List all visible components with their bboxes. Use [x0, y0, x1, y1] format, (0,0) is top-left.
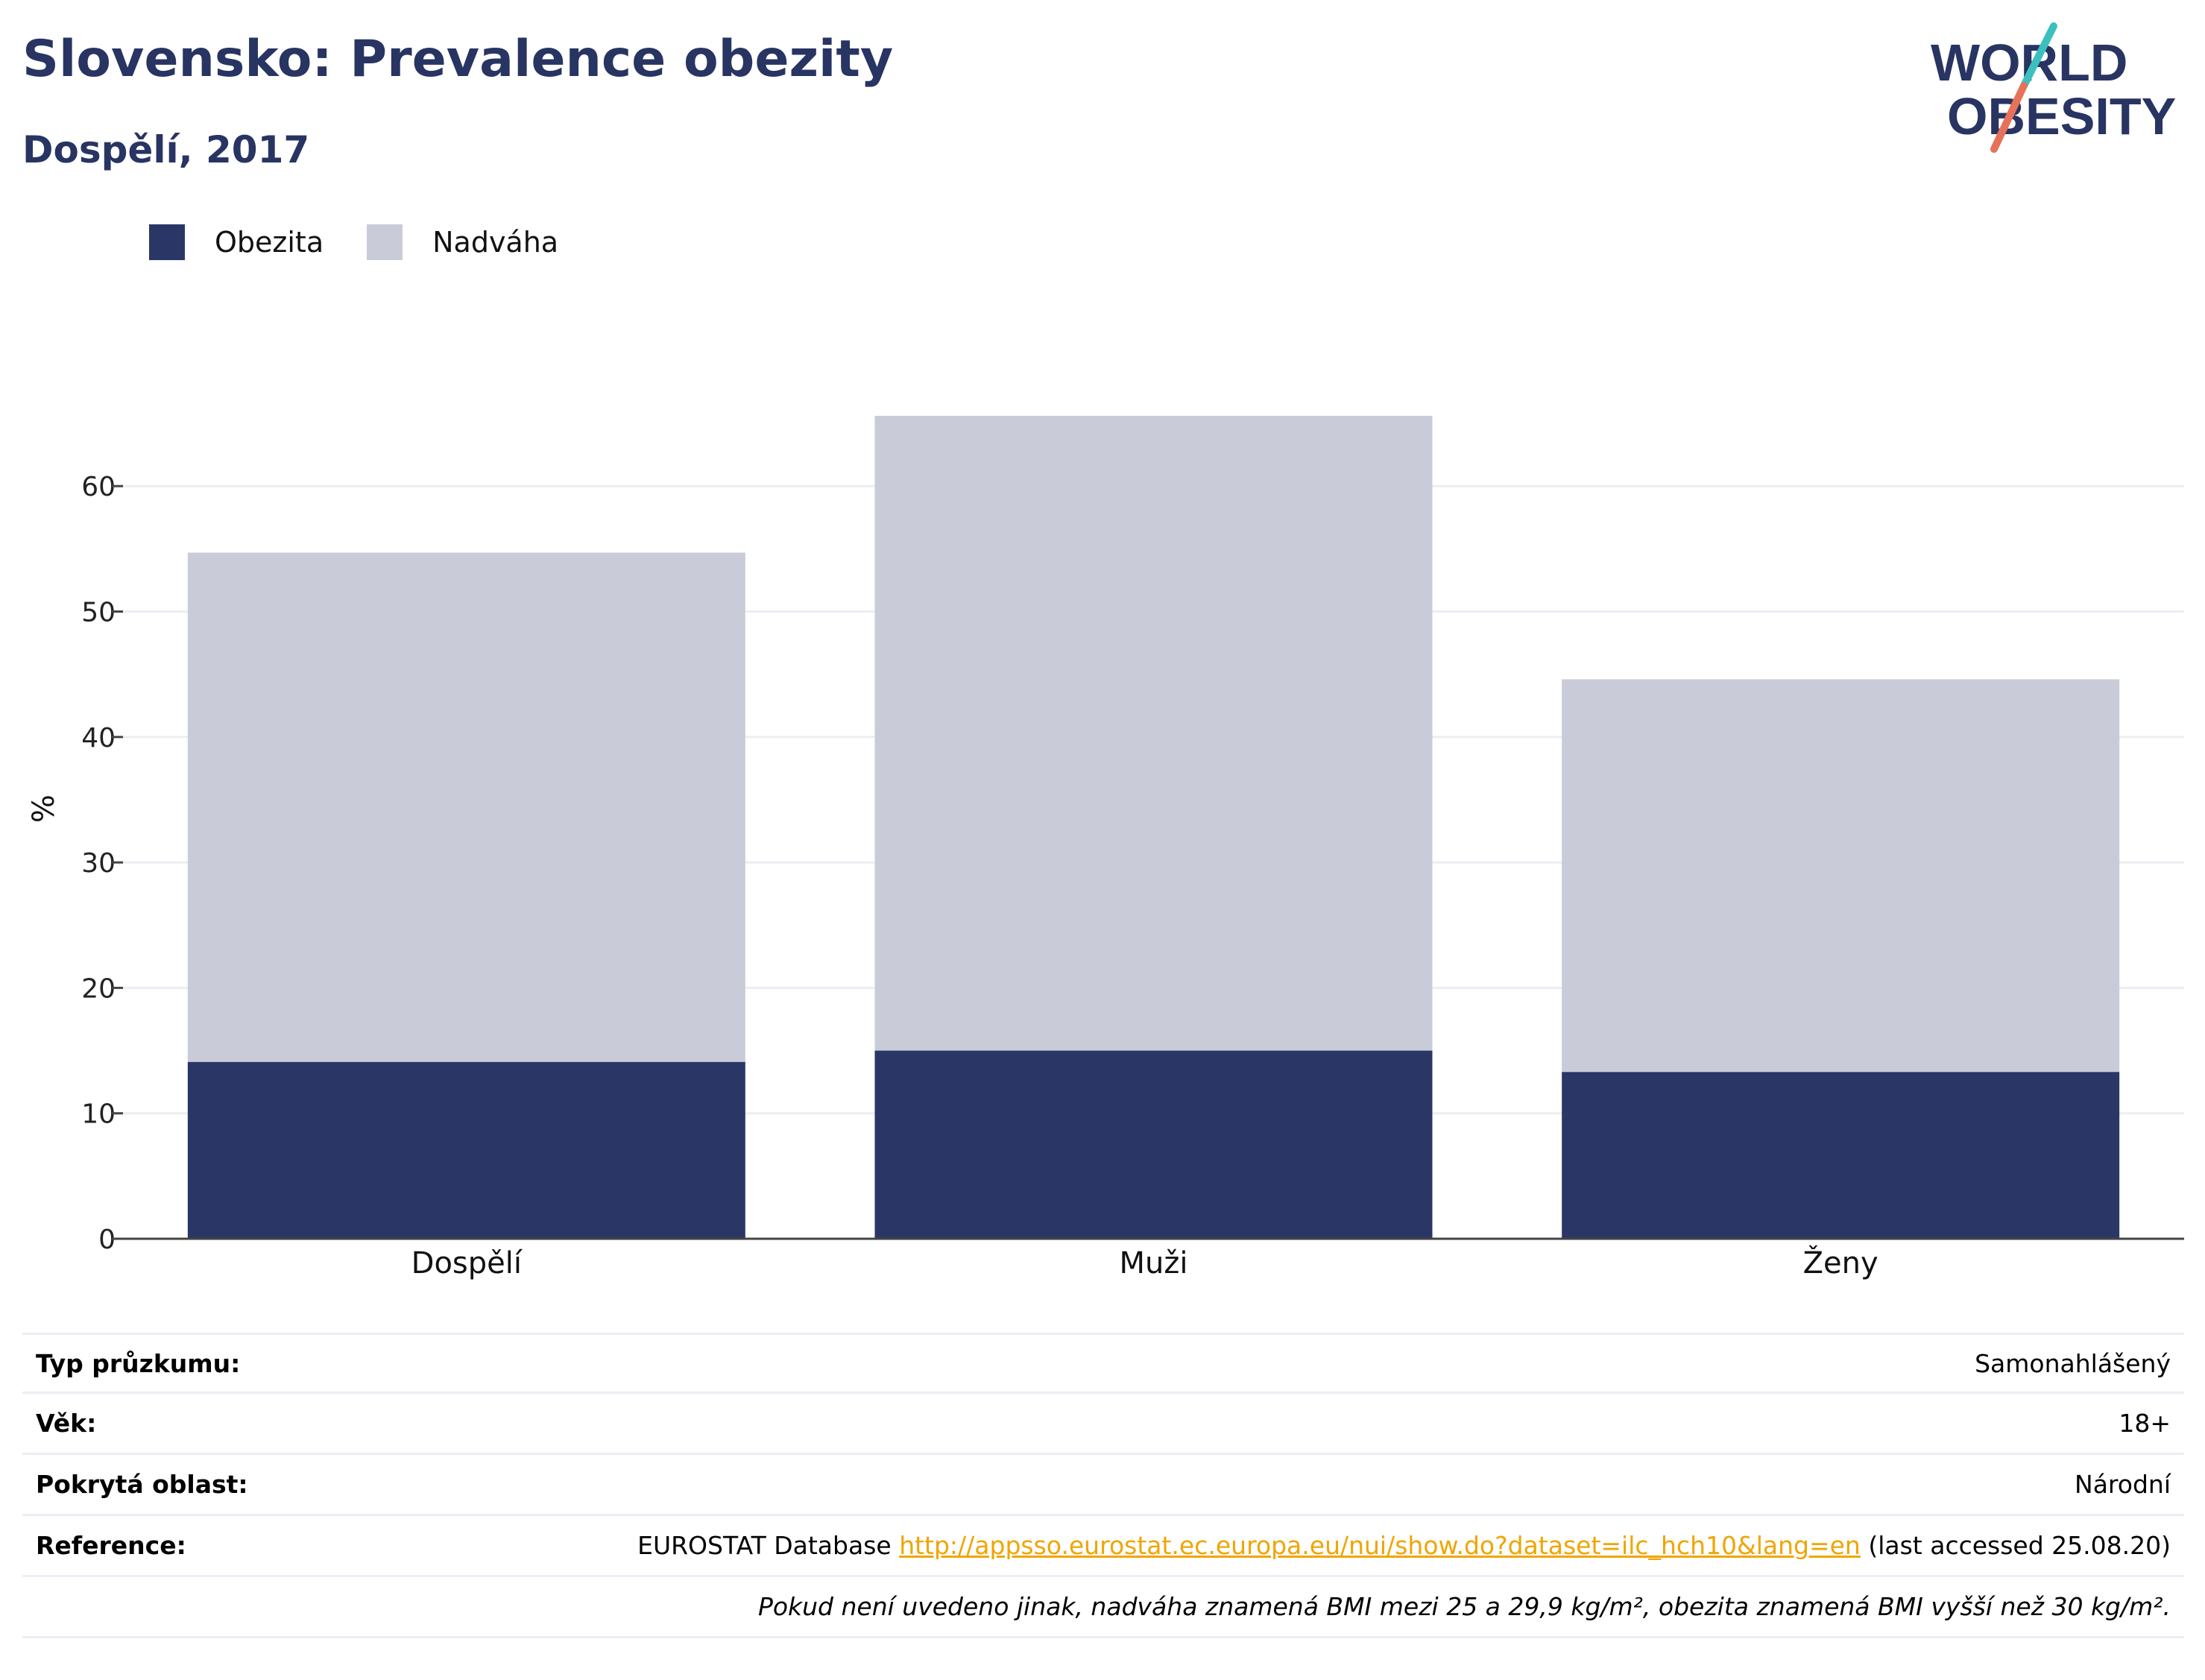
reference-prefix: EUROSTAT Database — [637, 1531, 900, 1560]
legend-swatch-overweight — [367, 224, 403, 260]
chart-legend: Obezita Nadváha — [149, 222, 602, 262]
bar-obesity — [1562, 1072, 2120, 1239]
definition-note: Pokud není uvedeno jinak, nadváha znamen… — [757, 1592, 2171, 1621]
logo-slash-bottom — [1990, 82, 2028, 153]
page-subtitle: Dospělí, 2017 — [22, 128, 310, 171]
y-tick-label: 50 — [81, 598, 116, 628]
legend-label-overweight: Nadváha — [432, 226, 559, 259]
y-tick-label: 30 — [81, 848, 116, 879]
legend-item-obesity[interactable]: Obezita — [149, 224, 324, 260]
x-tick-label: Muži — [1120, 1246, 1188, 1280]
x-tick-label: Dospělí — [411, 1246, 523, 1280]
page-title: Slovensko: Prevalence obezity — [22, 30, 894, 89]
bar-obesity — [874, 1050, 1433, 1239]
info-label: Věk: — [36, 1409, 97, 1438]
info-value: 18+ — [2119, 1409, 2171, 1438]
info-label: Pokrytá oblast: — [36, 1470, 248, 1499]
survey-info-table: Typ průzkumu: Samonahlášený Věk: 18+ Pok… — [22, 1333, 2184, 1638]
y-tick-label: 20 — [81, 973, 116, 1004]
world-obesity-logo: WORLD OBESITY — [1931, 22, 2176, 153]
bar-overweight — [874, 415, 1433, 1051]
reference-suffix: (last accessed 25.08.20) — [1860, 1531, 2171, 1560]
y-tick-label: 40 — [81, 723, 116, 754]
info-value: Národní — [2075, 1470, 2171, 1499]
info-value: Samonahlášený — [1975, 1348, 2171, 1378]
info-row-age: Věk: 18+ — [22, 1394, 2184, 1455]
x-tick-label: Ženy — [1803, 1245, 1878, 1280]
bar-overweight — [187, 552, 745, 1062]
info-label: Reference: — [36, 1531, 186, 1560]
legend-label-obesity: Obezita — [215, 226, 324, 259]
info-label: Typ průzkumu: — [36, 1348, 241, 1378]
logo-slash-top — [2020, 22, 2057, 89]
info-row-note: Pokud není uvedeno jinak, nadváha znamen… — [22, 1577, 2184, 1638]
bar-chart: 0 10 20 30 40 50 60% Dospělí Muži Ženy — [27, 415, 2184, 1280]
bar-overweight — [1562, 679, 2120, 1073]
legend-item-overweight[interactable]: Nadváha — [367, 224, 558, 260]
reference-link[interactable]: http://appsso.eurostat.ec.europa.eu/nui/… — [899, 1531, 1861, 1560]
info-row-survey-type: Typ průzkumu: Samonahlášený — [22, 1333, 2184, 1394]
info-row-reference: Reference: EUROSTAT Database http://apps… — [22, 1516, 2184, 1577]
reference-value: EUROSTAT Database http://appsso.eurostat… — [637, 1531, 2171, 1560]
y-axis-label: % — [27, 795, 61, 823]
legend-swatch-obesity — [149, 224, 185, 260]
y-tick-label: 60 — [81, 472, 116, 502]
y-tick-label: 10 — [81, 1099, 116, 1130]
info-row-coverage: Pokrytá oblast: Národní — [22, 1455, 2184, 1516]
logo-line2: OBESITY — [1947, 87, 2176, 145]
y-tick-label: 0 — [98, 1225, 116, 1255]
bar-obesity — [187, 1061, 745, 1239]
